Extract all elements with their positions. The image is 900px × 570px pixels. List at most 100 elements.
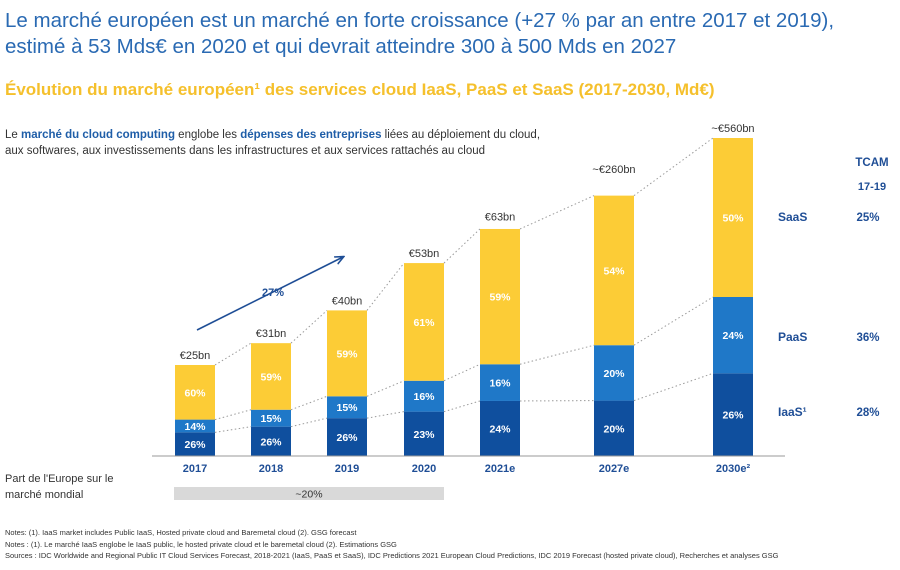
- tcam-value-saas: 25%: [856, 212, 879, 224]
- note-sources: Sources : IDC Worldwide and Regional Pub…: [5, 551, 779, 560]
- legend-saas: SaaS: [778, 210, 807, 224]
- connector-line: [443, 400, 481, 413]
- segment-label: 50%: [722, 213, 744, 225]
- bar-iaas-4: [480, 400, 520, 456]
- desc-bold-1: marché du cloud computing: [21, 129, 175, 141]
- segment-label: 61%: [413, 317, 435, 329]
- connector-line: [633, 296, 714, 346]
- bar-iaas-2: [327, 418, 367, 456]
- tcam-period: 17-19: [858, 181, 886, 193]
- total-label: €53bn: [409, 248, 440, 260]
- europe-share-value: ~20%: [295, 489, 322, 501]
- segment-label: 24%: [722, 330, 744, 342]
- connector-line: [519, 344, 595, 365]
- growth-arrow-label: 27%: [262, 287, 284, 299]
- total-label: ~€560bn: [711, 123, 754, 135]
- segment-label: 20%: [603, 368, 625, 380]
- segment-label: 59%: [336, 348, 358, 360]
- segment-label: 15%: [336, 402, 358, 414]
- chart-subtitle: Évolution du marché européen¹ des servic…: [5, 80, 715, 99]
- segment-label: 26%: [260, 436, 282, 448]
- note-en: Notes: (1). IaaS market includes Public …: [5, 528, 357, 537]
- segment-label: 20%: [603, 423, 625, 435]
- bar-paas-1: [251, 409, 291, 427]
- bar-iaas-1: [251, 426, 291, 456]
- bar-saas-0: [175, 365, 215, 420]
- legend-paas: PaaS: [778, 330, 807, 344]
- bar-paas-4: [480, 364, 520, 401]
- connector-line: [366, 380, 405, 397]
- bar-iaas-6: [713, 373, 753, 456]
- bar-saas-2: [327, 310, 367, 397]
- segment-label: 26%: [184, 439, 206, 451]
- connector-line: [290, 310, 328, 344]
- connector-line: [214, 342, 252, 366]
- segment-label: 24%: [489, 423, 511, 435]
- growth-arrow: [196, 257, 343, 331]
- footnotes: Notes: (1). IaaS market includes Public …: [5, 527, 900, 562]
- bar-saas-5: [594, 195, 634, 346]
- desc-text-3: liées au déploiement du cloud, aux softw…: [5, 129, 541, 157]
- segment-label: 15%: [260, 413, 282, 425]
- connector-line: [633, 372, 714, 402]
- bar-iaas-3: [404, 411, 444, 456]
- connector-line: [214, 426, 252, 433]
- tcam-value-paas: 36%: [856, 332, 879, 344]
- segment-label: 16%: [413, 391, 435, 403]
- segment-label: 14%: [184, 421, 206, 433]
- total-label: ~€260bn: [592, 164, 635, 176]
- connector-line: [290, 395, 328, 411]
- category-label: 2017: [183, 463, 207, 475]
- bar-saas-6: [713, 138, 753, 297]
- bar-iaas-5: [594, 400, 634, 456]
- total-label: €40bn: [332, 295, 363, 307]
- segment-label: 54%: [603, 265, 625, 277]
- connector-line: [290, 417, 328, 428]
- headline: Le marché européen est un marché en fort…: [5, 9, 835, 58]
- segment-label: 16%: [489, 378, 511, 390]
- category-label: 2020: [412, 463, 436, 475]
- connector-line: [443, 228, 481, 264]
- bar-paas-0: [175, 419, 215, 433]
- desc-text-1: Le: [5, 129, 21, 141]
- bar-paas-5: [594, 345, 634, 401]
- legend-iaas: IaaS¹: [778, 405, 807, 419]
- connector-line: [366, 411, 405, 419]
- tcam-value-iaas: 28%: [856, 407, 879, 419]
- category-label: 2019: [335, 463, 359, 475]
- segment-label: 26%: [722, 410, 744, 422]
- category-label: 2030e²: [716, 463, 751, 475]
- europe-share-band: [174, 487, 444, 500]
- total-label: €31bn: [256, 328, 287, 340]
- connector-line: [443, 363, 481, 382]
- segment-label: 23%: [413, 429, 435, 441]
- connector-line: [519, 195, 595, 230]
- bar-paas-2: [327, 396, 367, 419]
- europe-share-label-line1: Part de l'Europe sur le: [5, 473, 114, 485]
- bar-paas-3: [404, 380, 444, 412]
- bar-iaas-0: [175, 432, 215, 456]
- desc-bold-2: dépenses des entreprises: [240, 129, 382, 141]
- chart-description: Le marché du cloud computing englobe les…: [5, 127, 545, 159]
- bar-paas-6: [713, 297, 753, 374]
- total-label: €25bn: [180, 350, 211, 362]
- tcam-header: TCAM: [855, 157, 888, 169]
- bar-saas-4: [480, 228, 520, 365]
- connector-line: [633, 137, 714, 197]
- segment-label: 26%: [336, 432, 358, 444]
- category-label: 2027e: [599, 463, 630, 475]
- category-label: 2021e: [485, 463, 516, 475]
- europe-share-label-line2: marché mondial: [5, 489, 83, 501]
- total-label: €63bn: [485, 212, 516, 224]
- connector-line: [214, 409, 252, 421]
- segment-label: 59%: [489, 292, 511, 304]
- desc-text-2: englobe les: [174, 129, 241, 141]
- segment-label: 60%: [184, 387, 206, 399]
- category-label: 2018: [259, 463, 283, 475]
- bar-saas-3: [404, 263, 444, 381]
- segment-label: 59%: [260, 371, 282, 383]
- bar-saas-1: [251, 343, 291, 410]
- connector-line: [366, 262, 405, 311]
- note-fr: Notes : (1). Le marché IaaS englobe le I…: [5, 539, 397, 549]
